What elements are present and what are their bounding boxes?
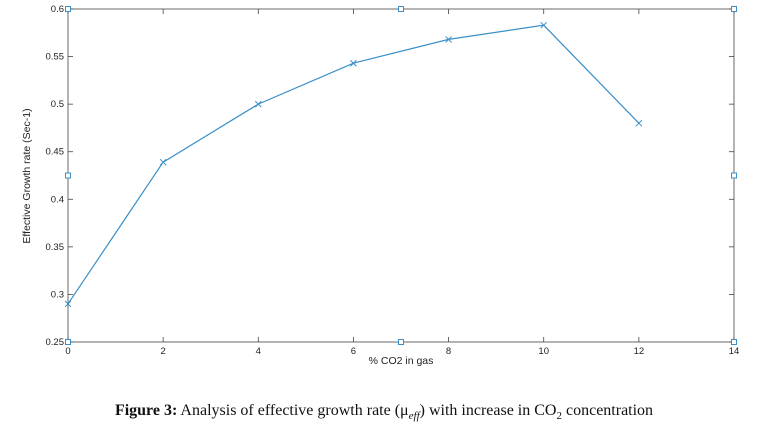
y-tick-label: 0.25 — [46, 337, 65, 348]
data-point-marker — [159, 158, 167, 166]
data-point-marker — [350, 59, 357, 67]
x-tick-label: 8 — [446, 346, 451, 357]
x-tick-label: 14 — [729, 346, 740, 357]
x-tick-label: 10 — [538, 346, 549, 357]
y-tick-label: 0.6 — [51, 4, 64, 15]
caption-text-before: Analysis of effective growth rate (μ — [177, 402, 409, 419]
caption-mu-subscript: eff — [408, 410, 420, 423]
caption-text-middle: ) with increase in CO — [419, 402, 557, 419]
x-axis-label: % CO2 in gas — [369, 355, 434, 367]
y-tick-label: 0.35 — [46, 242, 65, 253]
y-tick-label: 0.55 — [46, 52, 65, 63]
handle-top-middle — [398, 6, 404, 12]
data-point-marker — [254, 100, 262, 108]
caption-text-after: concentration — [561, 402, 654, 419]
plot-area-frame — [67, 8, 735, 343]
y-tick-label: 0.4 — [51, 194, 64, 205]
data-point-marker — [445, 36, 452, 43]
line-chart: 0.25 0.3 0.35 0.4 0.45 0.5 0.55 0.6 0 2 4 6 8 10 12 14… — [21, 4, 739, 367]
figure-caption: Figure 3: Analysis of effective growth r… — [0, 402, 768, 422]
x-tick-label: 2 — [160, 346, 165, 357]
plot-selection-handles — [65, 6, 737, 345]
series-line — [67, 24, 640, 305]
y-tick-label: 0.5 — [51, 99, 64, 110]
data-point-marker — [540, 21, 548, 29]
x-tick-label: 4 — [256, 346, 261, 357]
y-axis: 0.25 0.3 0.35 0.4 0.45 0.5 0.55 0.6 — [46, 4, 734, 348]
x-tick-label: 6 — [351, 346, 356, 357]
handle-bottom-right — [731, 339, 737, 345]
handle-bottom-left — [65, 339, 71, 345]
y-axis-label: Effective Growth rate (Sec-1) — [21, 108, 33, 243]
handle-middle-left — [65, 172, 71, 179]
y-tick-label: 0.45 — [46, 147, 65, 158]
caption-co2-subscript: 2 — [556, 410, 562, 423]
y-tick-label: 0.3 — [51, 289, 64, 300]
handle-top-right — [731, 6, 737, 12]
handle-bottom-middle — [398, 339, 404, 345]
x-tick-label: 0 — [65, 346, 70, 357]
data-point-marker — [635, 119, 643, 127]
x-tick-label: 12 — [634, 346, 645, 357]
series-layer — [64, 21, 643, 308]
data-point-marker — [64, 300, 72, 308]
handle-top-left — [65, 6, 71, 12]
caption-label: Figure 3: — [114, 402, 178, 419]
x-axis: 0 2 4 6 8 10 12 14 — [65, 9, 739, 357]
handle-middle-right — [731, 172, 737, 179]
